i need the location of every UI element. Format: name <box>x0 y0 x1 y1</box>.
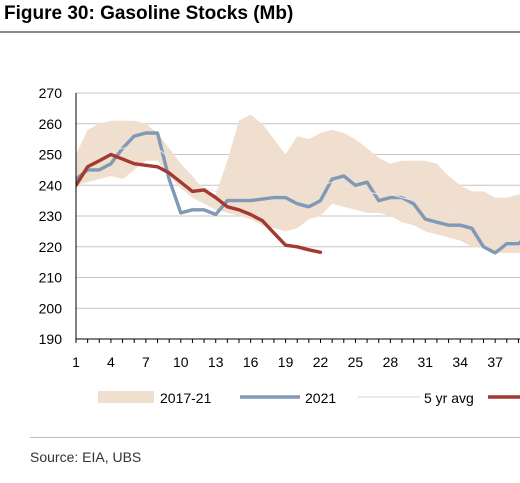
x-tick-label: 16 <box>243 354 259 370</box>
x-tick-label: 4 <box>107 354 115 370</box>
y-axis-labels: 190 200 210 220 230 240 250 260 270 <box>39 85 63 347</box>
x-tick-label: 31 <box>417 354 433 370</box>
y-tick-label: 230 <box>39 208 63 224</box>
x-tick-label: 19 <box>278 354 294 370</box>
y-tick-label: 190 <box>39 331 63 347</box>
x-tick-label: 22 <box>313 354 329 370</box>
x-tick-label: 25 <box>348 354 364 370</box>
x-tick-label: 28 <box>383 354 399 370</box>
x-tick-label: 34 <box>452 354 468 370</box>
y-tick-label: 240 <box>39 177 63 193</box>
source-note: Source: EIA, UBS <box>30 449 142 465</box>
legend: 2017-21 2021 5 yr avg <box>98 390 520 406</box>
gasoline-stocks-chart: 190 200 210 220 230 240 250 260 270 1 4 7 10 13 16 19 2… <box>39 85 520 406</box>
y-tick-label: 260 <box>39 116 63 132</box>
legend-swatch-2017-21 <box>98 391 154 403</box>
x-axis-labels: 147101316192225283134374043 <box>72 339 519 370</box>
x-tick-label: 13 <box>208 354 224 370</box>
series-2021-line <box>76 131 520 255</box>
title-divider <box>0 31 520 33</box>
x-tick-label: 10 <box>173 354 189 370</box>
y-tick-label: 200 <box>39 300 63 316</box>
x-tick-label: 37 <box>487 354 503 370</box>
chart-title: Figure 30: Gasoline Stocks (Mb) <box>4 3 294 24</box>
source-divider <box>30 437 520 438</box>
series-5yr-avg-line <box>76 144 520 230</box>
y-tick-label: 270 <box>39 85 63 101</box>
y-tick-label: 220 <box>39 239 63 255</box>
y-tick-label: 210 <box>39 270 63 286</box>
x-tick-label: 7 <box>142 354 150 370</box>
legend-label-2017-21: 2017-21 <box>160 390 212 406</box>
x-tick-label: 1 <box>72 354 80 370</box>
legend-label-2021: 2021 <box>305 390 336 406</box>
band-2017-21 <box>76 114 520 253</box>
legend-label-5yr-avg: 5 yr avg <box>424 390 474 406</box>
y-tick-label: 250 <box>39 147 63 163</box>
series-current-line <box>76 152 323 254</box>
